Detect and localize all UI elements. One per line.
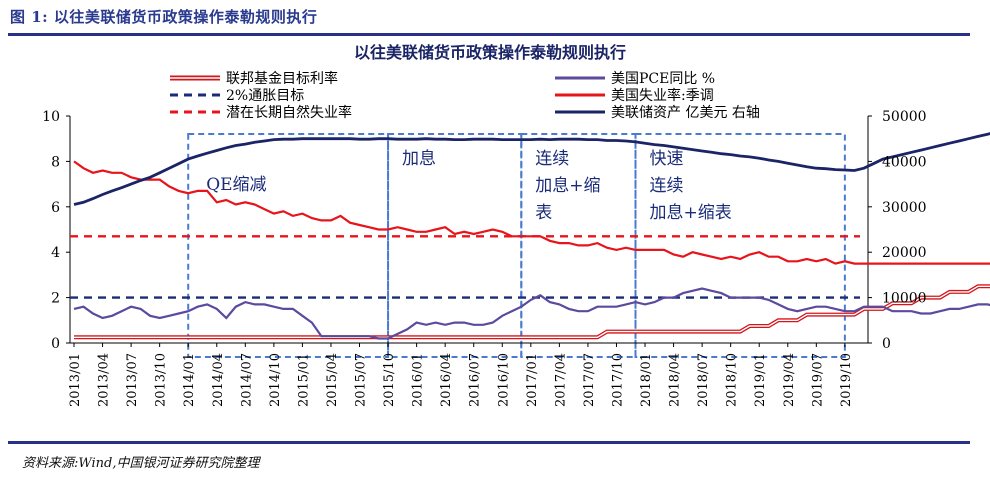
legend-label: 联邦基金目标利率 <box>226 70 338 87</box>
phase-label: 表 <box>535 203 552 223</box>
x-tick-label: 2014/01 <box>182 353 197 407</box>
y-right-tick-label: 0 <box>882 336 891 352</box>
series-lines <box>73 132 990 340</box>
x-tick-label: 2016/04 <box>439 353 454 407</box>
x-tick-label: 2019/07 <box>810 353 825 407</box>
legend-label: 美国失业率:季调 <box>611 87 714 104</box>
x-tick-label: 2013/01 <box>68 353 83 407</box>
y-left-tick-label: 6 <box>51 200 60 216</box>
legend-label: 2%通胀目标 <box>226 88 304 104</box>
x-tick-label: 2016/10 <box>496 353 511 407</box>
y-right-tick-label: 20000 <box>882 245 927 261</box>
x-tick-label: 2014/07 <box>239 353 254 407</box>
x-tick-label: 2013/04 <box>97 353 112 407</box>
x-tick-label: 2014/10 <box>268 353 283 407</box>
y-left-tick-label: 8 <box>51 154 60 170</box>
x-tick-label: 2014/04 <box>211 353 226 407</box>
phase-label: 连续 <box>535 149 569 169</box>
x-tick-label: 2015/04 <box>325 353 340 407</box>
phase-box <box>634 133 846 358</box>
x-tick-label: 2013/10 <box>154 353 169 407</box>
y-right-tick-label: 30000 <box>882 200 927 216</box>
x-tick-label: 2018/01 <box>639 353 654 407</box>
phase-box <box>187 133 390 358</box>
x-tick-label: 2017/01 <box>525 353 540 407</box>
x-tick-label: 2019/10 <box>839 353 854 407</box>
y-left-tick-label: 0 <box>51 336 60 352</box>
top-divider <box>8 33 970 36</box>
phase-label: 加息+缩表 <box>650 203 732 223</box>
y-right-tick-label: 50000 <box>882 109 927 125</box>
x-tick-label: 2018/07 <box>696 353 711 407</box>
x-tick-label: 2018/04 <box>668 353 683 407</box>
x-tick-label: 2016/01 <box>411 353 426 407</box>
x-tick-label: 2013/07 <box>125 353 140 407</box>
y-left-tick-label: 4 <box>51 245 60 261</box>
phase-label: 加息+缩 <box>535 176 600 196</box>
x-tick-label: 2015/01 <box>296 353 311 407</box>
x-tick-label: 2019/01 <box>753 353 768 407</box>
y-left-tick-label: 2 <box>51 291 60 307</box>
legend-label: 潜在长期自然失业率 <box>226 104 352 121</box>
plot-frame <box>69 116 869 344</box>
y-right-tick-label: 10000 <box>882 291 927 307</box>
figure-title: 图 1: 以往美联储货币政策操作泰勒规则执行 <box>10 8 318 26</box>
phase-label: 连续 <box>650 176 684 196</box>
x-tick-label: 2019/04 <box>782 353 797 407</box>
axes: 0 2 4 6 8 10 0 10000 20000 30000 40000 50000 2013/01… <box>42 109 926 407</box>
x-tick-label: 2015/07 <box>354 353 369 407</box>
y-left-tick-label: 10 <box>42 109 60 125</box>
legend-label: 美联储资产 亿美元 右轴 <box>611 105 760 121</box>
phase-label: 加息 <box>402 149 436 169</box>
x-tick-label: 2016/07 <box>468 353 483 407</box>
series-line <box>73 287 990 340</box>
phase-label: 快速 <box>650 149 684 169</box>
series-line-inner <box>74 285 990 338</box>
y-right-tick-label: 40000 <box>882 154 927 170</box>
x-tick-label: 2017/07 <box>582 353 597 407</box>
x-tick-label: 2017/04 <box>553 353 568 407</box>
series-line <box>73 160 990 265</box>
x-tick-label: 2015/10 <box>382 353 397 407</box>
source-note: 资料来源:Wind,中国银河证券研究院整理 <box>22 456 260 471</box>
series-line <box>73 132 990 206</box>
x-tick-label: 2017/10 <box>610 353 625 407</box>
phase-label: QE缩减 <box>206 175 266 195</box>
x-tick-label: 2018/10 <box>725 353 740 407</box>
bottom-divider <box>8 441 970 444</box>
chart-title: 以往美联储货币政策操作泰勒规则执行 <box>354 43 626 62</box>
legend-label: 美国PCE同比 % <box>611 71 715 87</box>
taylor-rule-chart: 以往美联储货币政策操作泰勒规则执行 联邦基金目标利率2%通胀目标潜在长期自然失业… <box>42 43 990 407</box>
